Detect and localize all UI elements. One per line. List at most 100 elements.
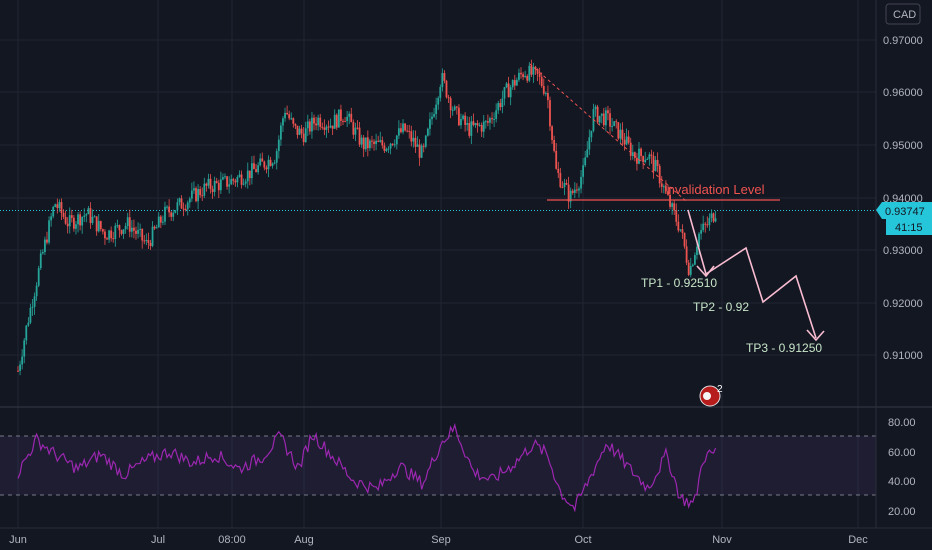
candle-body: [567, 184, 570, 202]
projection-path: [687, 209, 817, 339]
candle-body: [44, 239, 46, 253]
candle-body: [462, 115, 464, 119]
candle-body: [25, 325, 28, 341]
candle-body: [197, 189, 199, 202]
candle-body: [251, 163, 253, 179]
candle-body: [391, 143, 394, 145]
candle-body: [677, 221, 680, 231]
tp3-label: TP3 - 0.91250: [746, 341, 822, 355]
candle-body: [226, 176, 228, 187]
candle-body: [282, 118, 284, 126]
candle-body: [364, 137, 367, 150]
candle-body: [17, 370, 19, 372]
candle-body: [484, 121, 487, 123]
currency-button[interactable]: CAD: [885, 3, 921, 25]
candle-body: [571, 190, 574, 193]
candle-body: [619, 129, 622, 139]
candle-body: [62, 212, 65, 217]
candle-body: [29, 307, 32, 323]
candle-body: [52, 206, 55, 217]
candle-body: [335, 114, 338, 128]
candle-body: [439, 87, 442, 98]
candle-body: [580, 176, 582, 189]
candle-body: [279, 125, 282, 140]
candle-body: [356, 127, 359, 129]
candle-body: [329, 125, 332, 128]
events-badge[interactable]: 2: [699, 384, 723, 407]
candle-body: [358, 127, 361, 145]
candle-body: [145, 240, 148, 242]
candle-body: [35, 285, 38, 297]
candle-body: [596, 106, 599, 123]
candle-body: [383, 145, 386, 151]
candle-body: [613, 121, 616, 127]
candle-body: [27, 322, 30, 326]
candle-body: [660, 183, 663, 187]
candle-body: [362, 137, 365, 150]
candle-body: [656, 160, 659, 166]
candle-body: [135, 230, 137, 234]
candle-body: [499, 103, 502, 108]
candle-body: [319, 117, 322, 127]
candle-body: [526, 76, 529, 81]
candle-body: [244, 181, 247, 184]
candle-body: [669, 194, 671, 207]
candle-body: [19, 364, 21, 371]
candle-body: [464, 115, 467, 125]
candle-body: [393, 144, 396, 146]
projection-arrowhead-1: [696, 265, 715, 278]
x-tick-label: Jul: [151, 534, 165, 546]
time-axis[interactable]: Jun Jul 08:00 Aug Sep Oct Nov Dec: [9, 534, 868, 546]
candle-body: [155, 227, 158, 229]
candle-body: [257, 165, 260, 173]
candle-body: [77, 214, 79, 225]
candle-body: [97, 221, 100, 232]
candle-body: [290, 118, 293, 120]
candle-body: [317, 117, 320, 126]
candle-body: [21, 356, 24, 365]
candle-body: [267, 159, 270, 170]
candle-series: [17, 59, 717, 376]
rsi-band: [0, 436, 876, 495]
candle-body: [342, 120, 344, 122]
candle-body: [64, 216, 67, 224]
candle-body: [594, 106, 597, 110]
candle-body: [182, 208, 185, 210]
candle-body: [708, 218, 711, 226]
candle-body: [41, 252, 44, 254]
events-badge-count: 2: [717, 384, 723, 395]
candle-body: [625, 136, 628, 145]
candle-body: [379, 140, 382, 142]
candle-body: [443, 73, 446, 81]
candle-body: [648, 154, 651, 159]
candle-body: [203, 183, 206, 196]
price-axis[interactable]: 0.97000 0.96000 0.95000 0.94000 0.93000 …: [883, 35, 923, 362]
candle-body: [435, 104, 438, 115]
candle-body: [180, 198, 183, 209]
candle-body: [228, 184, 231, 187]
candle-body: [586, 149, 589, 158]
rsi-tick-label: 80.00: [888, 417, 916, 429]
rsi-tick-label: 60.00: [888, 447, 916, 459]
rsi-tick-label: 20.00: [888, 506, 916, 518]
x-tick-label: Jun: [9, 534, 27, 546]
candle-body: [308, 121, 311, 132]
candle-body: [387, 148, 390, 150]
rsi-tick-label: 40.00: [888, 476, 916, 488]
y-tick-label: 0.96000: [883, 87, 923, 99]
candle-body: [385, 148, 388, 151]
candle-body: [609, 113, 611, 127]
rsi-axis[interactable]: 80.00 60.00 40.00 20.00: [888, 417, 916, 518]
candle-body: [433, 114, 435, 117]
candle-body: [118, 225, 121, 231]
last-price-tag: 0.93747: [876, 202, 932, 219]
candle-body: [685, 246, 688, 263]
candle-body: [348, 113, 351, 117]
candle-body: [557, 168, 560, 174]
candle-body: [333, 114, 336, 129]
x-tick-label: Sep: [431, 534, 451, 546]
x-tick-label: Dec: [848, 534, 868, 546]
candle-body: [176, 202, 179, 211]
candle-body: [474, 123, 477, 125]
